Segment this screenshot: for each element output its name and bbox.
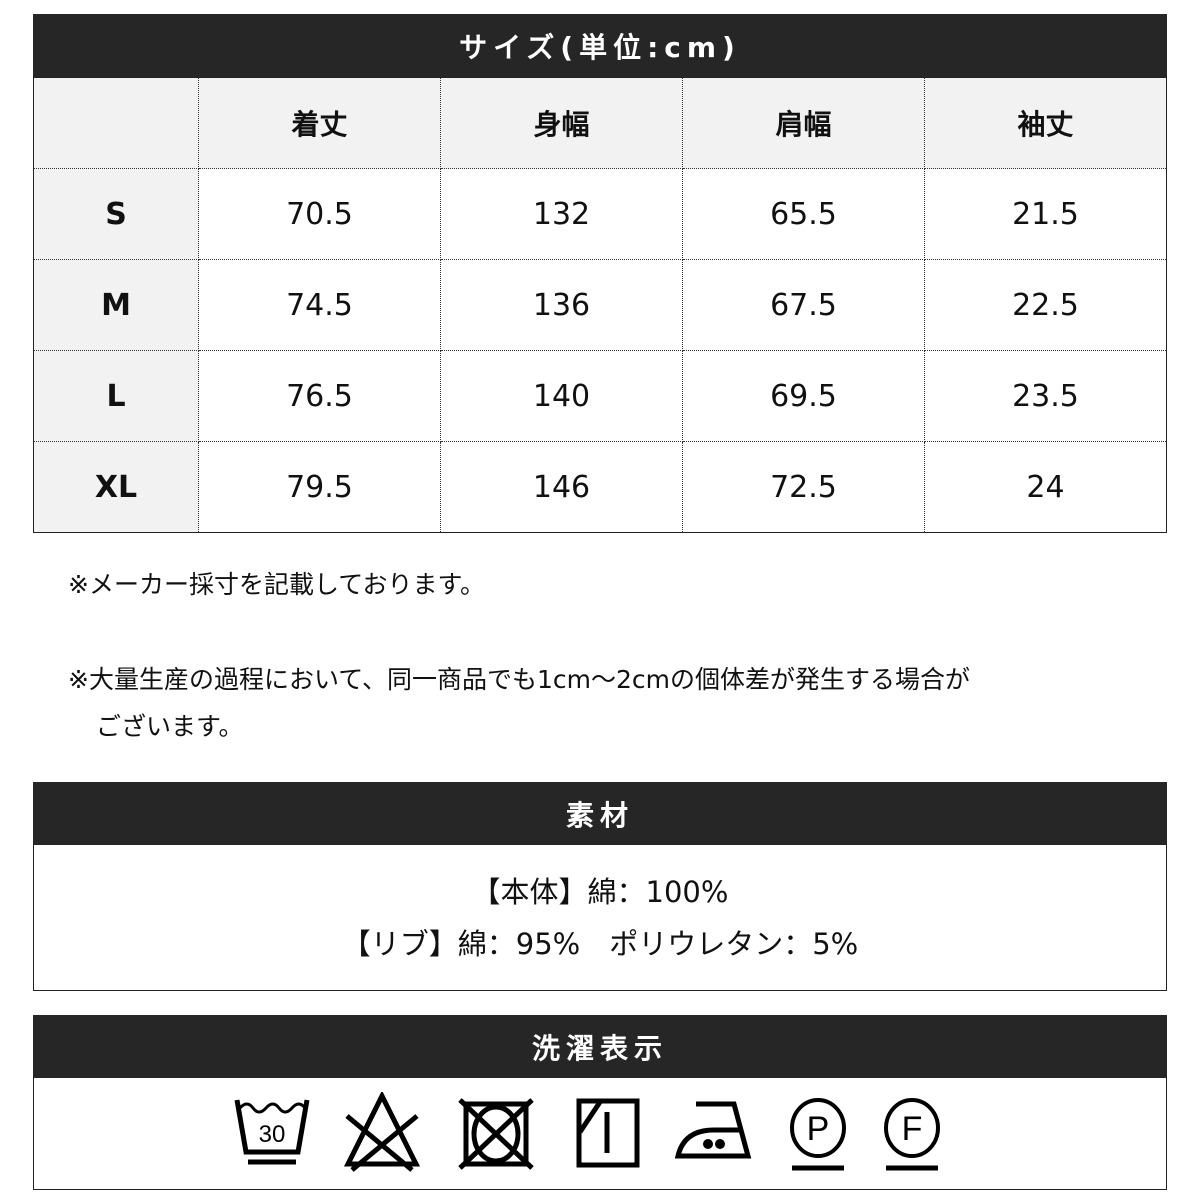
iron-medium-icon (674, 1101, 752, 1159)
cell: 69.5 (682, 350, 925, 442)
table-header-row: 着丈 身幅 肩幅 袖丈 (33, 77, 1167, 169)
table-row: S 70.5 132 65.5 21.5 (33, 168, 1167, 260)
care-title: 洗濯表示 (33, 1015, 1167, 1078)
dry-clean-f-gentle-icon: F (884, 1098, 940, 1171)
table-row: M 74.5 136 67.5 22.5 (33, 259, 1167, 351)
cell: 21.5 (924, 168, 1167, 260)
dry-clean-p-gentle-icon: P (790, 1098, 846, 1171)
size-table: 着丈 身幅 肩幅 袖丈 S 70.5 132 65.5 21.5 M 74.5 136 67.… (33, 77, 1167, 533)
corner-cell (33, 77, 199, 169)
note-measurement: ※メーカー採寸を記載しております。 (68, 570, 485, 599)
size-label: S (33, 168, 199, 260)
note-variance-cont: ございます。 (96, 712, 244, 741)
cell: 70.5 (198, 168, 441, 260)
dry-clean-f-label: F (902, 1110, 923, 1148)
col-header: 肩幅 (682, 77, 925, 169)
col-header: 身幅 (440, 77, 683, 169)
material-box: 【本体】綿：100% 【リブ】綿：95% ポリウレタン：5% (33, 845, 1167, 991)
table-row: L 76.5 140 69.5 23.5 (33, 350, 1167, 442)
size-label: M (33, 259, 199, 351)
size-label: XL (33, 441, 199, 533)
care-box: 30 P F (33, 1078, 1167, 1190)
cell: 76.5 (198, 350, 441, 442)
size-title: サイズ(単位:cm) (33, 14, 1167, 77)
note-variance: ※大量生産の過程において、同一商品でも1cm～2cmの個体差が発生する場合が (68, 665, 970, 694)
cell: 72.5 (682, 441, 925, 533)
no-bleach-icon (343, 1092, 421, 1172)
cell: 22.5 (924, 259, 1167, 351)
cell: 136 (440, 259, 683, 351)
col-header: 袖丈 (924, 77, 1167, 169)
wash-30-gentle-icon: 30 (234, 1099, 310, 1165)
cell: 146 (440, 441, 683, 533)
table-row: XL 79.5 146 72.5 24 (33, 441, 1167, 533)
material-body: 【本体】綿：100% (471, 874, 729, 909)
cell: 67.5 (682, 259, 925, 351)
cell: 79.5 (198, 441, 441, 533)
col-header: 着丈 (198, 77, 441, 169)
no-tumble-dry-icon (458, 1098, 534, 1170)
wash-temp: 30 (259, 1121, 286, 1148)
shade-line-dry-icon (576, 1098, 640, 1168)
cell: 140 (440, 350, 683, 442)
cell: 24 (924, 441, 1167, 533)
cell: 74.5 (198, 259, 441, 351)
cell: 65.5 (682, 168, 925, 260)
material-rib: 【リブ】綿：95% ポリウレタン：5% (341, 926, 859, 961)
material-title: 素材 (33, 782, 1167, 845)
cell: 23.5 (924, 350, 1167, 442)
dry-clean-p-label: P (807, 1110, 830, 1148)
size-label: L (33, 350, 199, 442)
cell: 132 (440, 168, 683, 260)
